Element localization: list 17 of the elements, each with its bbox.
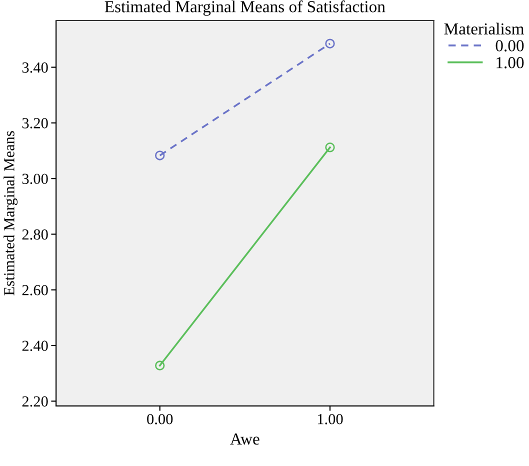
y-tick-label: 3.40 bbox=[22, 62, 48, 73]
point bbox=[154, 360, 165, 370]
legend-label: 0.00 bbox=[496, 40, 524, 52]
y-tick-label: 3.00 bbox=[22, 174, 48, 184]
legend-label: 1.00 bbox=[496, 57, 524, 68]
chart-title: Estimated Marginal Means of Satisfaction bbox=[104, 0, 386, 16]
y-tick-label: 2.60 bbox=[22, 284, 48, 296]
point bbox=[325, 142, 335, 152]
point bbox=[154, 150, 165, 160]
y-tick-label: 2.40 bbox=[22, 340, 48, 352]
y-tick-label: 2.80 bbox=[22, 229, 48, 240]
y-tick-label: 2.20 bbox=[22, 396, 48, 407]
y-axis-title: Estimated Marginal Means bbox=[4, 131, 18, 296]
legend-title: Materialism bbox=[444, 22, 524, 35]
y-tick-label: 3.20 bbox=[22, 118, 48, 128]
x-axis-title: Awe bbox=[230, 434, 260, 445]
point bbox=[325, 38, 335, 48]
